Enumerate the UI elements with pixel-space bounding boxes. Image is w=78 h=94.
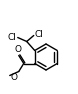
Text: O: O [11, 73, 18, 82]
Text: Cl: Cl [35, 30, 44, 39]
Text: O: O [14, 45, 21, 55]
Text: Cl: Cl [8, 33, 17, 42]
